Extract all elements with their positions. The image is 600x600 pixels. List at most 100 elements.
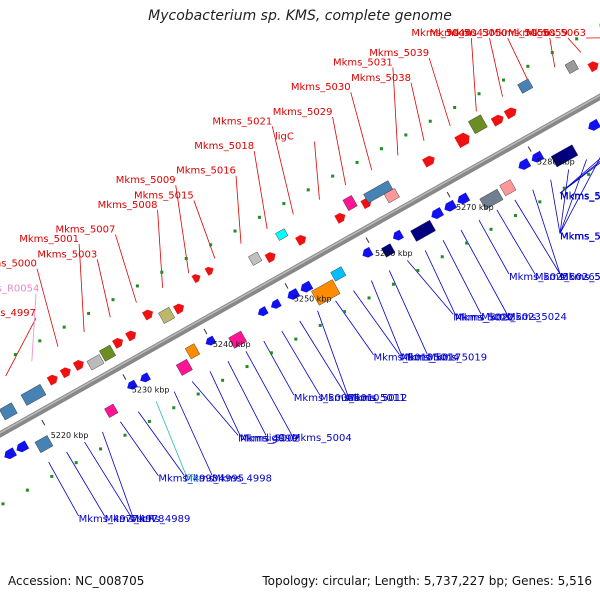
gene-label: Mkms_5042 xyxy=(560,191,600,202)
gene-label: Mkms_5012 xyxy=(348,393,408,404)
track-dot xyxy=(209,243,213,247)
track-dot xyxy=(562,186,566,190)
track-dot xyxy=(526,64,530,68)
gene-glyph xyxy=(363,180,394,204)
leader-line xyxy=(388,270,428,355)
leader-line xyxy=(253,150,268,230)
gene-label: Mkms_5013 xyxy=(374,353,434,364)
gene-glyph xyxy=(34,435,54,454)
track-dot xyxy=(501,78,505,82)
gene-glyph xyxy=(457,192,471,205)
gene-glyph xyxy=(468,114,488,135)
label-leader-lines xyxy=(5,37,600,517)
gene-glyph xyxy=(381,243,396,258)
gene-label: Mkms_5017 xyxy=(401,353,461,364)
leader-line xyxy=(332,116,346,185)
track-dot xyxy=(538,200,542,204)
leader-line xyxy=(428,57,451,127)
gene-label: Mkms_4977 xyxy=(79,514,139,525)
gene-glyph xyxy=(4,447,17,460)
gene-label: Mkms_5004 xyxy=(292,433,352,444)
leader-line xyxy=(299,320,346,396)
leader-line xyxy=(235,175,242,244)
track-dot xyxy=(440,255,444,259)
gene-label: Mkms_5020 xyxy=(453,312,513,323)
gene-glyph xyxy=(142,309,153,321)
leader-line xyxy=(271,126,294,215)
gene-label: Mkms_5023 xyxy=(481,312,541,323)
kbp-tick-mark xyxy=(203,328,208,335)
gene-glyph xyxy=(158,306,176,324)
leader-line xyxy=(245,350,293,436)
kbp-tick-mark xyxy=(446,191,451,198)
gene-label: Mkms_5010 xyxy=(320,393,380,404)
track-dot xyxy=(196,392,200,396)
gene-glyph xyxy=(499,179,517,197)
track-dot xyxy=(50,474,54,478)
track-dot xyxy=(62,325,66,329)
leader-line xyxy=(410,82,425,141)
leader-line xyxy=(478,219,510,275)
track-dot xyxy=(135,284,139,288)
gene-label: Mkms_4995 xyxy=(184,474,244,485)
track-dot xyxy=(489,227,493,231)
gene-glyph xyxy=(99,344,116,362)
gene-glyph xyxy=(311,279,341,306)
leader-line xyxy=(489,37,503,97)
gene-label: Mkms_5039 xyxy=(369,48,429,59)
track-dot xyxy=(172,406,176,410)
track-dot xyxy=(379,147,383,151)
leader-line xyxy=(371,280,402,355)
gene-label: recR xyxy=(132,514,155,525)
track-dot xyxy=(575,37,579,41)
track-dot xyxy=(257,215,261,219)
gene-label: Mkms_5037 xyxy=(560,191,600,202)
gene-glyph xyxy=(59,367,71,379)
track-dot xyxy=(477,92,481,96)
track-dot xyxy=(123,433,127,437)
leader-line xyxy=(66,451,105,517)
gene-glyph xyxy=(287,288,301,300)
track-dot xyxy=(294,337,298,341)
leader-line xyxy=(559,169,569,234)
gene-labels: Mkms_4997Mkms_R0054Mkms_5000Mkms_5001Mkm… xyxy=(0,28,600,525)
gene-label: Mkms_5043 xyxy=(430,28,490,39)
gene-label: Mkms_5009 xyxy=(116,175,176,186)
gene-label: ligC xyxy=(266,433,285,444)
gene-glyph xyxy=(191,274,201,284)
track-dot xyxy=(147,419,151,423)
track-dot xyxy=(465,241,469,245)
gene-glyph xyxy=(205,335,217,346)
gene-label: Mkms_5025 xyxy=(509,272,569,283)
leader-line xyxy=(48,461,79,517)
gene-label: Mkms_5033 xyxy=(560,232,600,243)
genome-backbone xyxy=(0,93,600,438)
track-dot xyxy=(38,339,42,343)
gene-glyph xyxy=(248,251,263,266)
gene-glyph xyxy=(518,158,532,170)
track-dot xyxy=(355,160,359,164)
gene-label: Mkms_5018 xyxy=(194,141,254,152)
gene-glyph xyxy=(517,78,534,94)
gene-glyph xyxy=(410,219,436,242)
leader-line xyxy=(36,268,59,347)
leader-line xyxy=(31,293,37,362)
gene-glyph xyxy=(531,150,545,163)
leader-line xyxy=(96,259,111,318)
track-dot xyxy=(87,311,91,315)
leader-line xyxy=(567,37,582,53)
gene-label: Mkms_5019 xyxy=(427,352,487,363)
track-dot xyxy=(343,310,347,314)
track-dot xyxy=(245,365,249,369)
gene-label: Mkms_R0054 xyxy=(0,283,39,294)
gene-glyph xyxy=(173,303,185,315)
gene-label: Mkms_5029 xyxy=(273,107,333,118)
leader-line xyxy=(173,391,213,476)
gene-label: Mkms_5002 xyxy=(240,433,300,444)
gene-label: Mkms_5026 xyxy=(535,272,595,283)
gene-label: Mkms_5035 xyxy=(560,232,600,243)
gene-label: Mkms_5014 xyxy=(399,353,459,364)
gene-label: Mkms_5030 xyxy=(291,82,351,93)
gene-glyph xyxy=(490,114,504,127)
